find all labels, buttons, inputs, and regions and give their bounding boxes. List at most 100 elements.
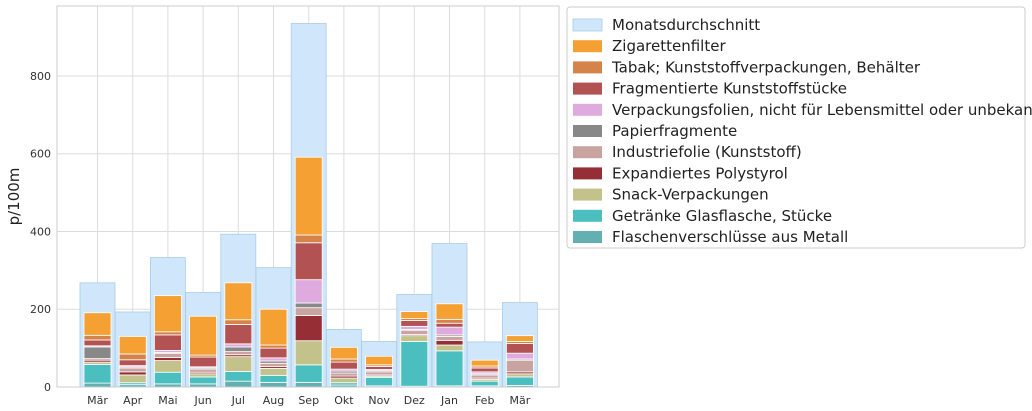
stack-segment bbox=[294, 279, 323, 304]
stack-segment bbox=[224, 319, 253, 325]
x-tick-label: Mär bbox=[510, 394, 531, 407]
x-tick-label: Jul bbox=[231, 394, 245, 407]
x-tick-label: Jun bbox=[194, 394, 212, 407]
stack-segment bbox=[400, 335, 429, 342]
x-tick-label: Jan bbox=[440, 394, 458, 407]
legend-swatch bbox=[573, 209, 602, 222]
y-tick-label: 800 bbox=[30, 70, 51, 83]
legend-label: Flaschenverschlüsse aus Metall bbox=[612, 228, 848, 246]
stack-segment bbox=[329, 361, 358, 370]
stack-segment bbox=[259, 367, 288, 376]
x-tick-label: Sep bbox=[298, 394, 319, 407]
legend-item: Expandiertes Polystyrol bbox=[573, 164, 788, 182]
stack-segment bbox=[505, 359, 534, 373]
plot-area-frame bbox=[56, 5, 560, 388]
stack-segment bbox=[153, 331, 182, 336]
stack-segment bbox=[400, 320, 429, 327]
stack-segment bbox=[329, 358, 358, 363]
stack-segment bbox=[224, 380, 253, 388]
stack-segment bbox=[189, 373, 218, 378]
stack-segment bbox=[365, 365, 394, 370]
stack-segment bbox=[435, 344, 464, 352]
stack-segment bbox=[83, 382, 112, 388]
stack-segment bbox=[153, 357, 182, 361]
x-tick-label: Okt bbox=[334, 394, 354, 407]
stack-segment bbox=[118, 336, 147, 355]
stack-segment bbox=[259, 308, 288, 346]
stack-segment bbox=[294, 307, 323, 316]
stack-segment bbox=[224, 282, 253, 321]
stack-segment bbox=[435, 303, 464, 320]
stack-segment bbox=[470, 367, 499, 373]
y-tick-label: 0 bbox=[44, 381, 51, 394]
legend-swatch bbox=[572, 18, 603, 32]
y-axis-tick-labels: 0 200 400 600 800 bbox=[30, 70, 51, 394]
y-axis-label: p/100m bbox=[5, 168, 23, 226]
x-tick-label: Aug bbox=[263, 394, 284, 407]
stack-segment bbox=[470, 374, 499, 379]
legend-swatch bbox=[573, 103, 602, 116]
legend-item: Flaschenverschlüsse aus Metall bbox=[573, 228, 848, 246]
stack-segment bbox=[224, 346, 253, 353]
stack-segment bbox=[83, 312, 112, 336]
legend-item: Industriefolie (Kunststoff) bbox=[573, 143, 802, 161]
stack-segment bbox=[400, 330, 429, 335]
stack-segment bbox=[400, 325, 429, 330]
stack-segment bbox=[400, 311, 429, 319]
stack-segment bbox=[259, 357, 288, 362]
y-tick-label: 400 bbox=[30, 225, 51, 238]
legend-label: Zigarettenfilter bbox=[612, 37, 726, 55]
stack-segment bbox=[118, 353, 147, 361]
stack-segment bbox=[470, 359, 499, 367]
stack-segment bbox=[435, 339, 464, 346]
legend-label: Monatsdurchschnitt bbox=[612, 16, 760, 34]
legend-item: Tabak; Kunststoffverpackungen, Behälter bbox=[573, 58, 921, 76]
stack-segment bbox=[329, 377, 358, 384]
stack-segment bbox=[435, 318, 464, 324]
legend-item: Verpackungsfolien, nicht für Lebensmitte… bbox=[573, 101, 1032, 119]
stack-segment bbox=[118, 374, 147, 384]
stack-segment bbox=[505, 352, 534, 360]
legend-item: Getränke Glasflasche, Stücke bbox=[573, 207, 832, 225]
stack-segment bbox=[153, 353, 182, 358]
legend: Monatsdurchschnitt Zigarettenfilter Tabak;… bbox=[566, 6, 1032, 249]
stack-segment bbox=[224, 324, 253, 345]
y-tick-label: 200 bbox=[30, 303, 51, 316]
stacked-bars bbox=[83, 156, 534, 388]
stack-segment bbox=[189, 315, 218, 356]
stack-segment bbox=[83, 339, 112, 347]
x-tick-label: Nov bbox=[368, 394, 390, 407]
stack-segment bbox=[118, 367, 147, 373]
legend-item: Fragmentierte Kunststoffstücke bbox=[573, 80, 847, 98]
stack-segment bbox=[294, 302, 323, 309]
stack-segment bbox=[189, 376, 218, 385]
legend-swatch bbox=[573, 125, 602, 137]
stack-segment bbox=[505, 373, 534, 378]
stack-segment bbox=[294, 364, 323, 383]
stack-segment bbox=[83, 334, 112, 341]
stack-segment bbox=[224, 351, 253, 356]
stack-segment bbox=[365, 371, 394, 376]
y-tick-label: 600 bbox=[30, 148, 51, 161]
stack-segment bbox=[505, 335, 534, 342]
legend-label: Fragmentierte Kunststoffstücke bbox=[612, 80, 847, 98]
stack-segment bbox=[259, 347, 288, 359]
stack-segment bbox=[189, 356, 218, 368]
stack-segment bbox=[294, 234, 323, 244]
stack-segment bbox=[294, 340, 323, 366]
x-tick-label: Mär bbox=[87, 394, 108, 407]
legend-label: Tabak; Kunststoffverpackungen, Behälter bbox=[611, 58, 921, 76]
stack-segment bbox=[505, 376, 534, 386]
stack-segment bbox=[365, 376, 394, 387]
legend-items: Monatsdurchschnitt Zigarettenfilter Tabak;… bbox=[572, 16, 1032, 246]
stack-segment bbox=[118, 359, 147, 367]
x-tick-label: Feb bbox=[475, 394, 494, 407]
stack-segment bbox=[153, 295, 182, 333]
legend-label: Industriefolie (Kunststoff) bbox=[612, 143, 802, 161]
stack-segment bbox=[153, 360, 182, 373]
legend-swatch bbox=[573, 146, 602, 159]
stack-segment bbox=[470, 380, 499, 387]
stack-segment bbox=[400, 341, 429, 387]
stack-segment bbox=[189, 368, 218, 373]
legend-label: Snack-Verpackungen bbox=[612, 186, 769, 204]
